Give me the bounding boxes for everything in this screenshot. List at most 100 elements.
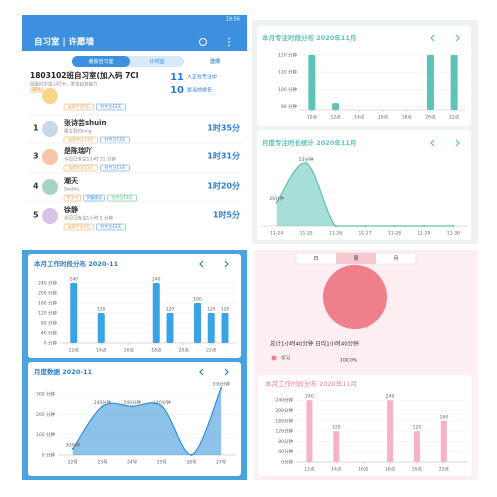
tag [95,223,126,231]
tag-label: 共专注13天 [104,164,125,170]
bar [97,313,105,343]
bar [70,283,78,343]
tag [63,194,81,202]
menu-icon[interactable] [228,37,230,47]
tag-label: 共专注13天 [100,223,121,229]
pie-slice [323,265,387,329]
x-tick-label: 25号 [157,460,168,466]
tag-label: 共专注11天 [111,194,132,200]
nav-arrows[interactable] [430,34,460,147]
stat-label: 是当前排名 [187,87,212,94]
card-title: 月度专注时长统计 2020年11月 [261,138,356,147]
tag [63,164,98,172]
data-label: 240分钟 [153,399,171,406]
x-tick-label: 16点 [124,348,135,354]
tab[interactable]: 日 [313,256,318,262]
x-tick-label: 20点 [179,348,190,354]
avatar [42,208,58,224]
x-tick-label: 20点 [412,467,423,473]
x-tick-label: 23号 [97,460,108,466]
x-tick-label: 26号 [186,460,197,466]
tab[interactable]: 计时室 [149,58,164,65]
point [275,201,278,204]
tag-label: 连续专注5天 [67,103,90,109]
room-name: 1803102班自习室(加入码 7CI [30,70,139,80]
stat-value: 10 [170,85,184,96]
data-label: 160 [440,414,449,420]
data-label: 240 [152,277,161,283]
x-tick-label: 16点 [358,467,369,473]
data-label: 20分钟 [269,195,284,202]
data-label: 120 [207,307,216,313]
y-tick-label: 240 分钟 [38,280,58,287]
data-label: 53分钟 [299,156,314,163]
tag-label: 连续专注4天 [67,223,90,229]
bar [194,303,201,343]
active-tab [72,56,130,67]
x-tick-label: 20点 [425,115,436,121]
y-tick-label: 0 分钟 [42,452,56,459]
y-tick-label: 40 分钟 [41,330,58,337]
data-label: 30分钟 [65,441,80,448]
area [72,388,222,455]
bar [450,54,458,110]
card-title: 月度数据 2020-11 [33,367,93,376]
user-desc: 今日已专注1小时 5 分钟 [64,215,114,222]
card-title: 本月工作时段分布 2020年11月 [265,379,357,388]
total-text: 总计1小时40分钟 日均1小时40分钟 [270,340,359,348]
data-label: 240分钟 [94,399,112,406]
avatar [42,149,58,165]
tab[interactable]: 月 [393,256,398,262]
rank: 4 [33,182,39,191]
bar [440,420,447,462]
tag-label: 共专注13天 [104,136,125,142]
eye-icon[interactable] [199,38,207,46]
avatar [42,88,58,104]
focus-time: 1时20分 [207,181,240,191]
y-tick-label: 160 分钟 [38,300,58,307]
x-tick-label: 11-25 [300,231,313,237]
data-label: 240 [386,394,395,400]
rank: 5 [33,211,39,220]
tag-label: 专注中 [66,194,78,200]
y-tick-label: 100 分钟 [278,86,298,93]
x-tick-label: 22点 [439,467,450,473]
x-tick-label: 11-29 [417,231,430,237]
x-tick-label: 10点 [307,115,318,121]
option-button[interactable]: 选项 [210,58,220,65]
bar [332,103,340,110]
point [71,447,74,450]
nav-arrows[interactable] [199,260,229,376]
tab[interactable]: 番茄自习室 [88,58,113,65]
user-desc: 今日已专注1小时 31 分钟 [64,156,116,163]
y-tick-label: 0 分钟 [44,340,58,347]
x-tick-label: 18点 [151,348,162,354]
bar [207,313,215,343]
x-tick-label: 14点 [96,348,107,354]
point [101,405,104,408]
tag [83,194,105,202]
point [452,225,455,227]
tag [63,103,94,111]
y-tick-label: 80 分钟 [41,320,58,327]
y-tick-label: 200 分钟 [38,290,58,297]
x-tick-label: 12点 [330,115,341,121]
header-title: 自习室 | 许愿墙 [34,37,95,48]
card [28,254,241,358]
y-tick-label: 120 分钟 [278,51,298,58]
y-tick-label: 200 分钟 [36,411,56,418]
point [422,225,425,227]
x-tick-label: 16点 [378,115,389,121]
point [220,387,223,390]
tag-label: 连续专注13天 [68,164,93,170]
x-tick-label: 22点 [449,115,460,121]
y-tick-label: 120分钟 [275,428,293,435]
data-label: 120 [332,425,341,431]
x-tick-label: 22号 [68,460,79,466]
bar [308,54,316,110]
tab[interactable]: 周 [353,256,358,262]
x-tick-label: 22点 [206,348,217,354]
user-name: 潮天 [64,176,79,185]
room-desc: 班级同学自习打卡，发现自身能力 [30,81,98,88]
